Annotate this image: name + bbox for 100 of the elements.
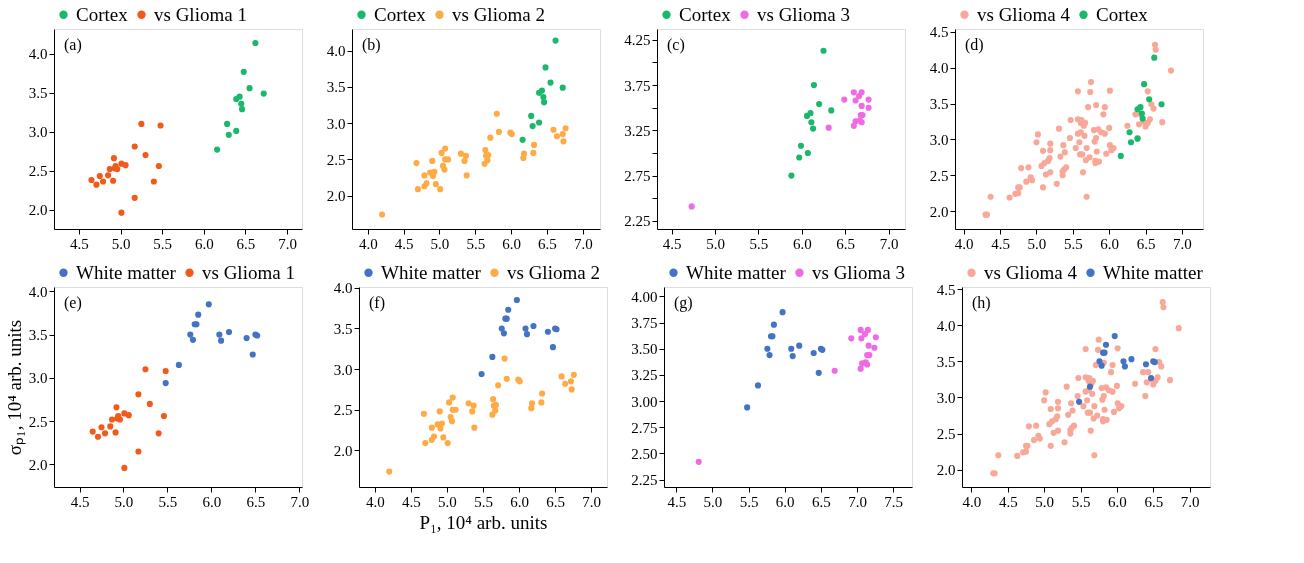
legend-label: vs Glioma 3 — [812, 261, 905, 283]
x-tick-label: 4.5 — [998, 493, 1018, 510]
legend-label: White matter — [76, 261, 177, 283]
legend-label: vs Glioma 1 — [154, 3, 247, 25]
x-tick-label: 6.5 — [1136, 235, 1156, 252]
y-tick-label: 3.5 — [333, 320, 353, 337]
x-tick-label: 7.0 — [1173, 235, 1192, 252]
x-tick-label: 5.0 — [114, 493, 134, 510]
x-tick-label: 5.0 — [703, 493, 723, 510]
x-tick-label: 5.0 — [1027, 235, 1047, 252]
x-tick-label: 7.5 — [884, 493, 904, 510]
x-tick-label: 4.5 — [402, 493, 421, 510]
y-tick-label: 2.50 — [631, 445, 658, 462]
legend-label: White matter — [381, 261, 482, 283]
x-tick-label: 4.5 — [667, 493, 687, 510]
x-tick-label: 4.0 — [962, 493, 982, 510]
annotation: (g) — [674, 294, 693, 312]
legend-label: White matter — [1103, 261, 1204, 283]
x-tick-label: 6.0 — [202, 493, 222, 510]
x-tick-label: 7.0 — [1180, 493, 1200, 510]
y-tick-label: 3.0 — [28, 370, 48, 387]
x-tick-label: 5.5 — [153, 235, 173, 252]
y-tick-label: 3.5 — [28, 85, 48, 102]
x-tick-label: 4.0 — [358, 235, 378, 252]
x-tick-label: 4.5 — [394, 235, 414, 252]
y-tick-label: 3.5 — [28, 327, 48, 344]
legend-label: vs Glioma 2 — [452, 3, 545, 25]
x-tick-label: 4.5 — [991, 235, 1010, 252]
legend-label: vs Glioma 3 — [757, 3, 850, 25]
y-tick-label: 3.00 — [631, 393, 658, 410]
x-tick-label: 4.0 — [954, 235, 974, 252]
x-tick-label: 6.0 — [792, 235, 812, 252]
y-tick-label: 4.5 — [936, 281, 956, 298]
legend-label: Cortex — [1096, 3, 1149, 25]
y-tick-label: 2.0 — [28, 202, 48, 219]
x-tick-label: 5.0 — [1035, 493, 1055, 510]
y-tick-label: 2.5 — [28, 163, 48, 180]
annotation: (b) — [362, 36, 381, 54]
y-tick-label: 3.25 — [631, 367, 658, 384]
x-tick-label: 5.5 — [474, 493, 493, 510]
y-tick-label: 4.0 — [333, 280, 353, 297]
x-tick-label: 5.0 — [706, 235, 725, 252]
x-tick-label: 6.0 — [502, 235, 521, 252]
legend-label: vs Glioma 1 — [202, 261, 295, 283]
y-tick-label: 3.0 — [326, 115, 346, 132]
y-tick-label: 4.5 — [929, 24, 949, 41]
x-tick-label: 6.5 — [546, 493, 565, 510]
annotation: (c) — [667, 36, 685, 54]
x-tick-label: 6.0 — [194, 235, 214, 252]
y-tick-label: 3.5 — [936, 353, 956, 370]
legend-label: vs Glioma 4 — [977, 3, 1071, 25]
x-axis-title: P₁, 10⁴ arb. units — [419, 511, 548, 533]
x-tick-label: 4.5 — [662, 235, 682, 252]
y-tick-label: 3.0 — [929, 131, 949, 148]
legend-label: White matter — [686, 261, 787, 283]
x-tick-label: 6.0 — [1108, 493, 1127, 510]
y-tick-label: 2.0 — [333, 442, 353, 459]
x-tick-label: 6.5 — [236, 235, 256, 252]
legend-label: Cortex — [374, 3, 427, 25]
y-tick-label: 3.5 — [326, 79, 346, 96]
y-tick-label: 2.25 — [624, 213, 651, 230]
y-tick-label: 3.75 — [624, 77, 651, 94]
x-tick-label: 6.5 — [812, 493, 831, 510]
x-tick-label: 6.0 — [1100, 235, 1120, 252]
y-tick-label: 4.0 — [28, 46, 48, 63]
x-tick-label: 7.0 — [278, 235, 297, 252]
legend-label: Cortex — [679, 3, 732, 25]
y-tick-label: 3.25 — [624, 122, 651, 139]
y-tick-label: 2.0 — [28, 456, 48, 473]
annotation: (h) — [972, 294, 991, 312]
x-tick-label: 5.5 — [1071, 493, 1091, 510]
legend-label: Cortex — [76, 3, 129, 25]
x-tick-label: 7.0 — [582, 493, 602, 510]
y-tick-label: 3.5 — [929, 96, 949, 113]
y-tick-label: 2.0 — [326, 188, 346, 205]
x-tick-label: 6.0 — [510, 493, 529, 510]
x-tick-label: 6.5 — [1144, 493, 1164, 510]
y-tick-label: 2.0 — [929, 203, 949, 220]
x-tick-label: 5.0 — [430, 235, 450, 252]
annotation: (d) — [965, 36, 984, 54]
x-tick-label: 5.5 — [749, 235, 769, 252]
y-tick-label: 4.00 — [631, 288, 658, 305]
y-tick-label: 4.0 — [929, 60, 949, 77]
y-axis-title: σₚ₁, 10⁴ arb. units — [3, 319, 26, 456]
x-tick-label: 5.5 — [466, 235, 486, 252]
x-tick-label: 4.5 — [70, 493, 90, 510]
legend-label: vs Glioma 2 — [507, 261, 600, 283]
y-tick-label: 2.75 — [631, 419, 658, 436]
y-tick-label: 2.5 — [28, 413, 48, 430]
x-tick-label: 5.5 — [1063, 235, 1083, 252]
x-tick-label: 7.0 — [848, 493, 867, 510]
y-tick-label: 3.75 — [631, 315, 658, 332]
y-tick-label: 3.0 — [936, 389, 956, 406]
x-tick-label: 6.5 — [246, 493, 266, 510]
x-tick-label: 5.0 — [438, 493, 457, 510]
y-tick-label: 2.5 — [929, 167, 949, 184]
y-tick-label: 3.0 — [28, 124, 48, 141]
annotation: (f) — [369, 294, 385, 312]
x-tick-label: 7.0 — [290, 493, 310, 510]
x-tick-label: 4.5 — [70, 235, 89, 252]
